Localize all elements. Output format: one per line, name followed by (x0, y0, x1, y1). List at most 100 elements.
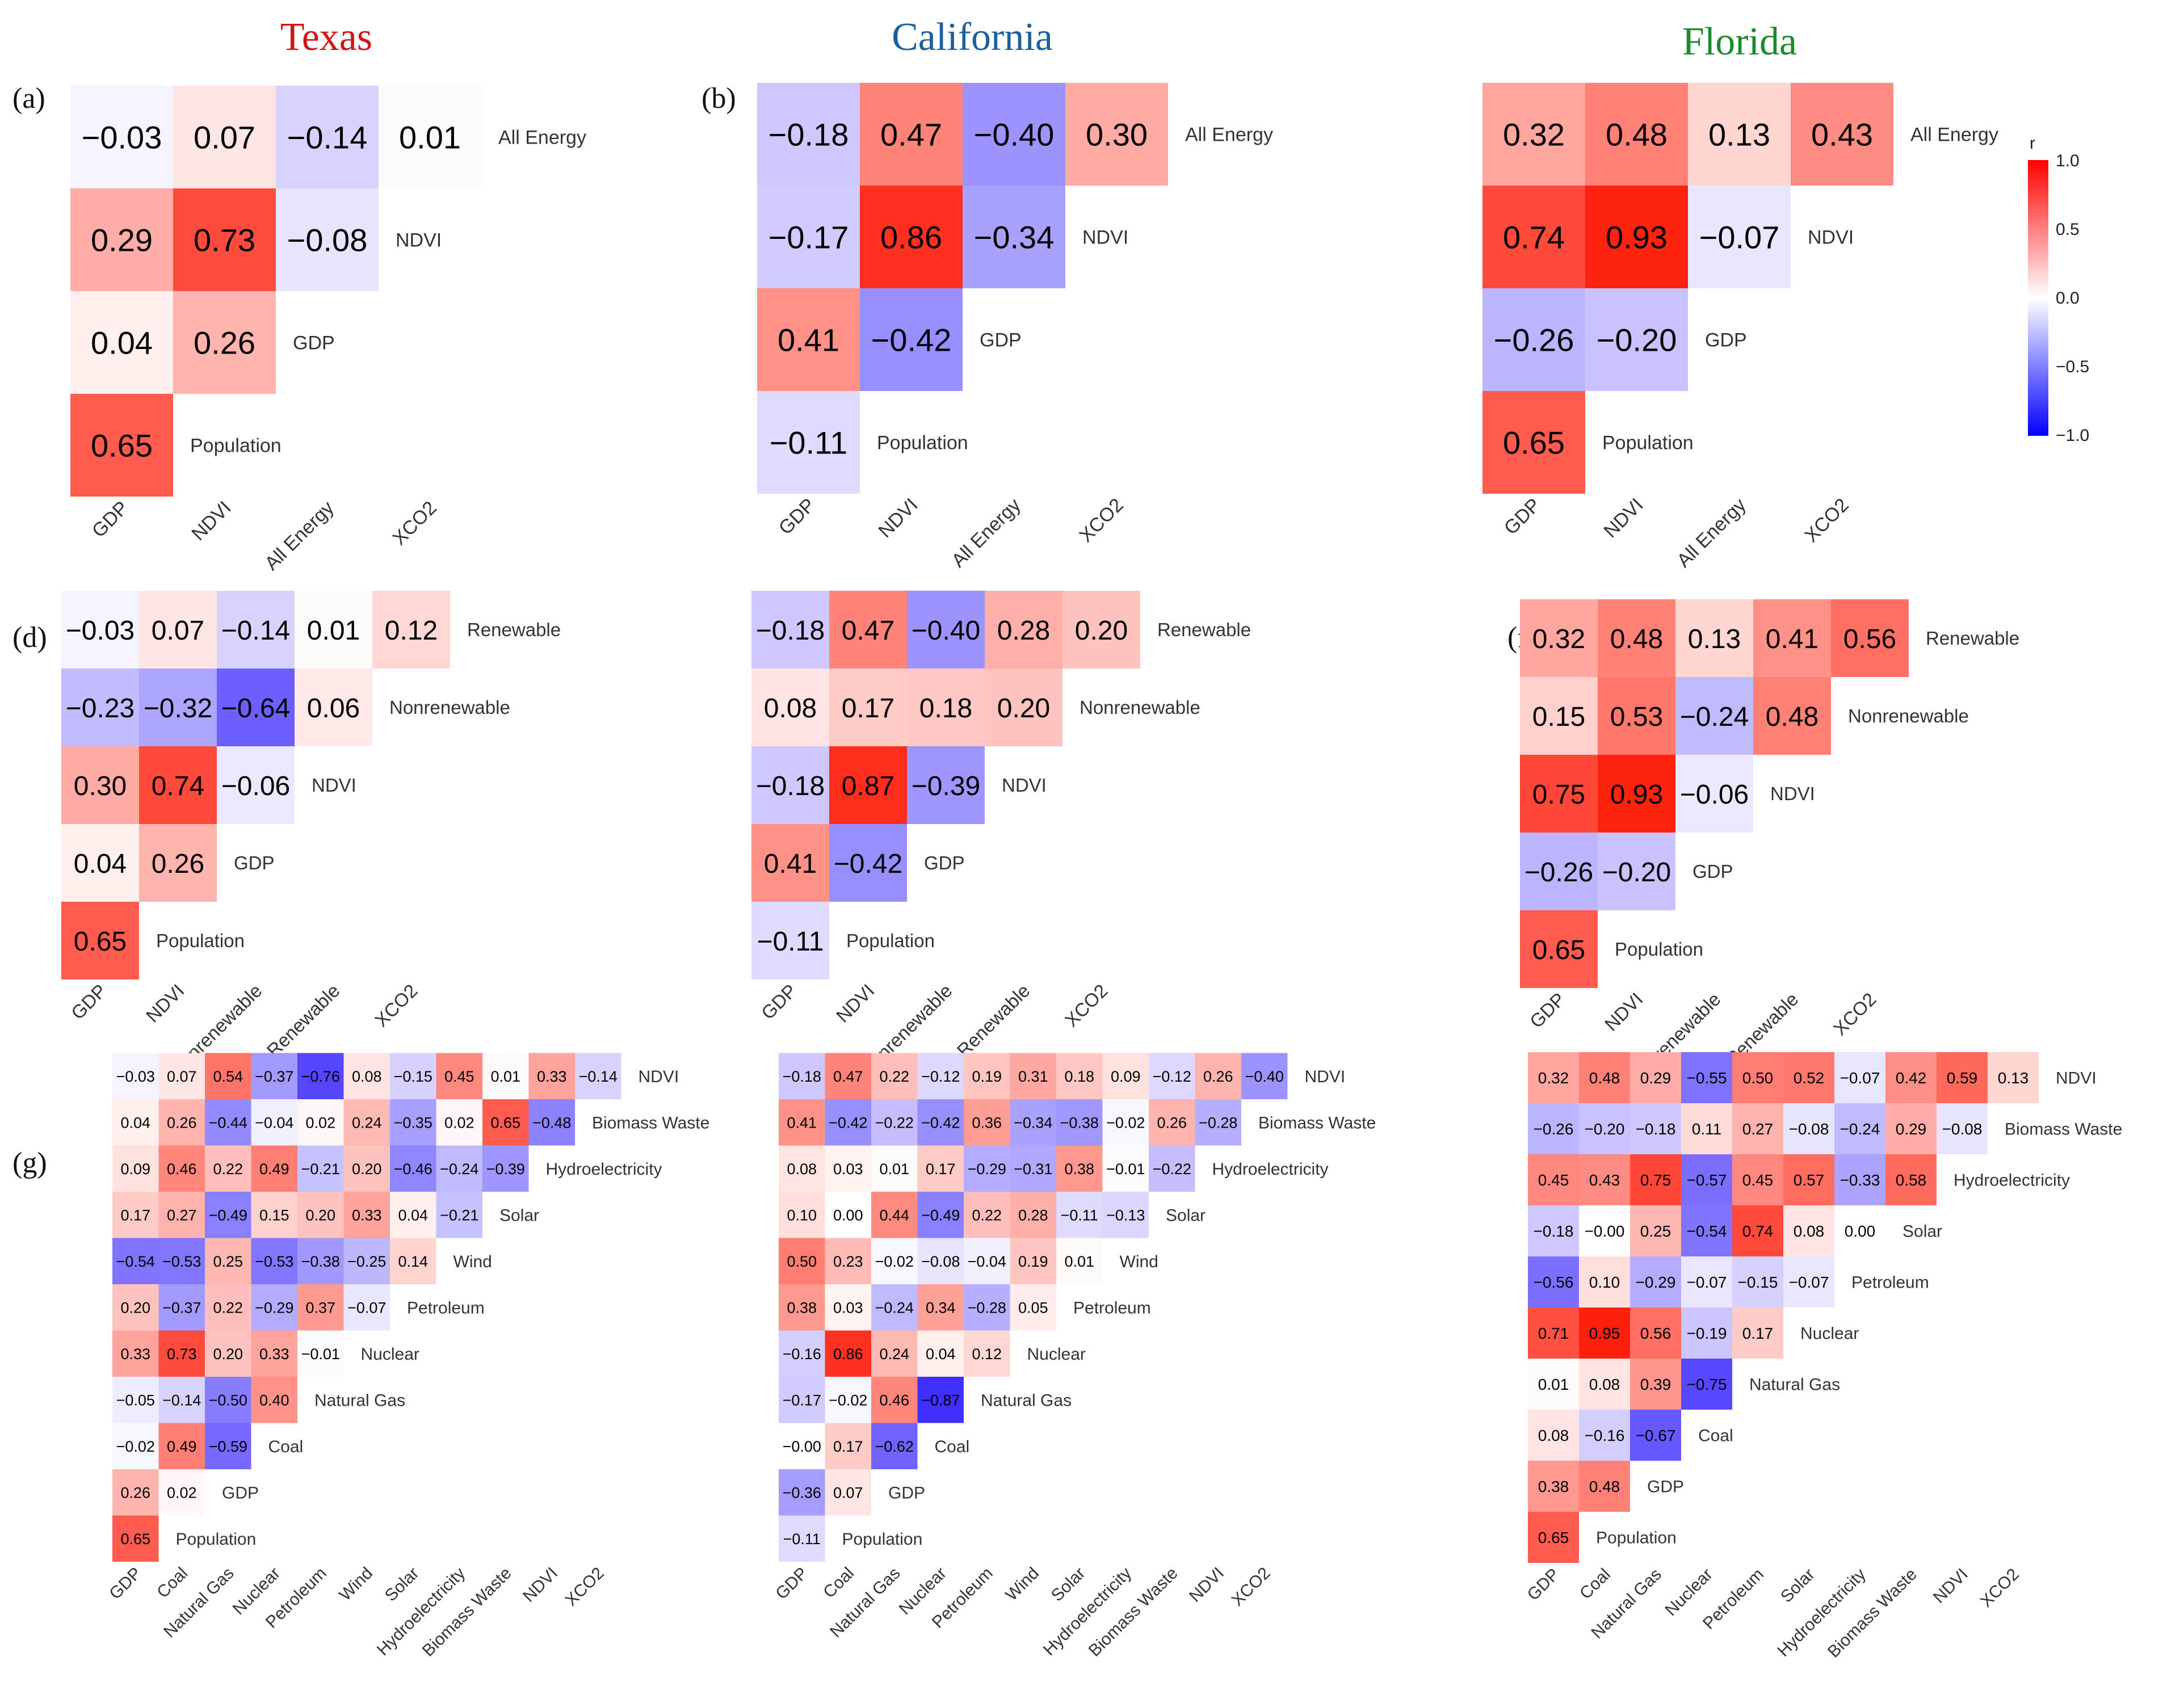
heatmap-cell (1783, 1205, 1834, 1256)
heatmap-cell (1056, 1238, 1103, 1284)
cell-value: −0.01 (301, 1346, 340, 1363)
cell-value: 0.20 (1075, 616, 1128, 646)
cell-value: 0.13 (1708, 117, 1770, 153)
heatmap-panel-i: (i)0.650.380.480.08−0.16−0.670.010.080.3… (1524, 1052, 2122, 1662)
row-label: GDP (1705, 329, 1747, 351)
row-label: GDP (234, 852, 275, 873)
heatmap-cell (70, 188, 173, 291)
heatmap-cell (779, 1238, 825, 1284)
heatmap-cell (61, 902, 139, 979)
cell-value: 0.12 (385, 616, 438, 646)
heatmap-cell (158, 1099, 205, 1146)
heatmap-cell (1585, 186, 1688, 288)
cell-value: 0.93 (1610, 780, 1663, 810)
cell-value: 0.27 (167, 1206, 197, 1224)
heatmap-cell (1732, 1103, 1783, 1154)
cell-value: 0.20 (352, 1161, 382, 1178)
heatmap-panel-h: (h)−0.11−0.360.07−0.000.17−0.62−0.17−0.0… (772, 1053, 1376, 1660)
cell-value: 0.22 (879, 1068, 909, 1085)
cell-value: 0.06 (307, 693, 360, 724)
heatmap-cell (436, 1145, 482, 1192)
heatmap-cell (1732, 1154, 1783, 1205)
heatmap-panel-f: (f)0.65−0.26−0.200.750.93−0.060.150.53−0… (1507, 599, 2019, 1088)
cell-value: 0.26 (194, 325, 255, 361)
cell-value: −0.49 (921, 1206, 960, 1224)
heatmap-cell (70, 394, 173, 497)
cell-value: 0.40 (259, 1391, 289, 1409)
cell-value: 0.57 (1794, 1171, 1825, 1189)
cell-value: 0.71 (1538, 1325, 1569, 1342)
cell-value: 0.01 (1538, 1376, 1569, 1393)
heatmap-cell (1732, 1052, 1783, 1103)
row-label: NDVI (1808, 226, 1854, 248)
column-label: GDP (757, 980, 801, 1024)
heatmap-cell (1195, 1099, 1241, 1146)
row-label: Nonrenewable (1080, 697, 1200, 718)
cell-value: 0.43 (1811, 117, 1873, 153)
row-label: GDP (293, 332, 335, 354)
cell-value: −0.23 (66, 693, 135, 724)
cell-value: −0.31 (1014, 1161, 1052, 1178)
cell-value: 0.13 (1998, 1069, 2029, 1087)
cell-value: 0.23 (833, 1253, 863, 1270)
heatmap-cell (871, 1238, 918, 1284)
cell-value: −0.42 (921, 1114, 960, 1131)
cell-value: 0.15 (259, 1206, 289, 1224)
cell-value: 0.08 (1538, 1427, 1569, 1444)
heatmap-cell (1520, 833, 1598, 910)
cell-value: 0.07 (152, 616, 204, 646)
cell-value: 0.41 (778, 322, 839, 358)
row-label: NDVI (1002, 775, 1047, 796)
cell-value: −0.14 (287, 120, 368, 155)
row-label: Renewable (1157, 619, 1251, 640)
heatmap-cell (528, 1053, 575, 1099)
heatmap-cell (1579, 1461, 1630, 1512)
heatmap-cell (158, 1330, 205, 1377)
heatmap-cell (112, 1377, 159, 1423)
heatmap-cell (390, 1192, 436, 1238)
heatmap-cell (1528, 1359, 1579, 1410)
cell-value: 0.26 (120, 1484, 150, 1501)
heatmap-cell (173, 291, 276, 394)
cell-value: 0.48 (1766, 702, 1818, 732)
column-label: Renewable (953, 980, 1034, 1061)
cell-value: −0.06 (1680, 780, 1749, 810)
heatmap-cell (297, 1330, 344, 1377)
cell-value: 0.32 (1538, 1069, 1569, 1087)
heatmap-cell (1102, 1145, 1149, 1192)
cell-value: 0.17 (120, 1206, 150, 1224)
row-label: Nuclear (361, 1345, 419, 1364)
heatmap-cell (295, 669, 372, 746)
heatmap-cell (390, 1099, 436, 1146)
heatmap-cell (61, 824, 139, 902)
heatmap-cell (1630, 1103, 1681, 1154)
panel-label-g: (g) (12, 1147, 47, 1179)
cell-value: 0.74 (152, 771, 204, 801)
heatmap-cell (297, 1099, 344, 1146)
cell-value: −0.49 (209, 1206, 247, 1224)
cell-value: −0.18 (756, 771, 825, 801)
cell-value: −0.40 (912, 616, 980, 646)
cell-value: 0.20 (213, 1346, 243, 1363)
cell-value: 0.24 (352, 1114, 382, 1131)
heatmap-cell (825, 1377, 871, 1423)
cell-value: 0.01 (879, 1161, 909, 1178)
heatmap-cell (964, 1099, 1010, 1146)
heatmap-cell (205, 1053, 251, 1099)
panel-label-b: (b) (702, 82, 736, 115)
heatmap-cell (297, 1192, 344, 1238)
heatmap-cell (871, 1330, 918, 1377)
heatmap-cell (779, 1284, 825, 1331)
heatmap-cell (343, 1238, 390, 1284)
heatmap-cell (205, 1099, 251, 1146)
heatmap-cell (1010, 1145, 1056, 1192)
heatmap-cell (1834, 1154, 1885, 1205)
cell-value: −0.02 (875, 1253, 914, 1270)
cell-value: 0.73 (167, 1346, 197, 1363)
heatmap-cell (1528, 1154, 1579, 1205)
heatmap-cell (1783, 1103, 1834, 1154)
row-label: Solar (499, 1206, 539, 1225)
cell-value: −0.20 (1597, 322, 1677, 358)
row-label: NDVI (2056, 1069, 2097, 1088)
heatmap-cell (825, 1469, 871, 1516)
